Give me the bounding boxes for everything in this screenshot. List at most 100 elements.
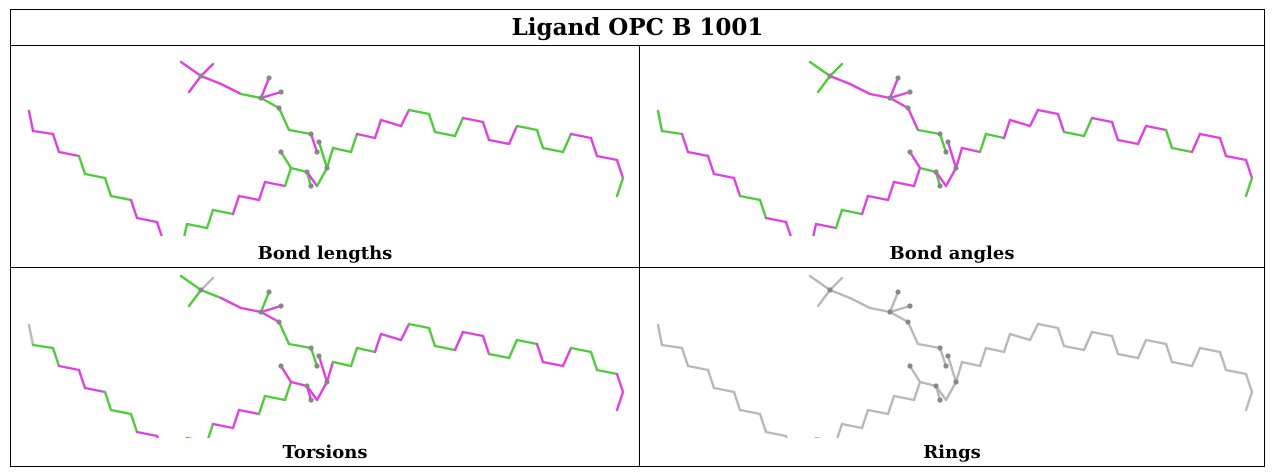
bond <box>1170 146 1194 154</box>
bond <box>595 368 619 376</box>
bond <box>219 82 243 96</box>
bond <box>888 290 900 314</box>
atom <box>937 397 943 403</box>
atom <box>278 303 284 309</box>
ligand-validation-table: Ligand OPC B 1001 Bond lengths Bond angl… <box>10 9 1265 467</box>
bond <box>51 346 61 368</box>
bond <box>1116 352 1140 360</box>
bond <box>828 276 844 292</box>
bond <box>27 109 35 133</box>
bond <box>83 386 107 394</box>
bond-lengths-structure-image <box>27 60 625 236</box>
bond <box>1244 372 1254 394</box>
bond <box>427 326 437 348</box>
bond <box>461 116 485 124</box>
bond <box>1218 136 1228 158</box>
atom <box>895 75 901 81</box>
bond <box>816 288 832 308</box>
bond <box>487 352 511 360</box>
bond <box>934 170 948 188</box>
bond <box>848 296 872 310</box>
atom <box>827 287 833 293</box>
bond <box>828 62 844 78</box>
bond <box>287 128 313 136</box>
atom <box>276 105 282 111</box>
bond <box>237 408 261 416</box>
bond <box>589 136 599 158</box>
bond <box>399 108 411 128</box>
bond <box>179 60 203 78</box>
bond <box>1062 130 1086 138</box>
bond <box>231 194 241 216</box>
atom <box>308 397 314 403</box>
bond <box>660 129 684 136</box>
bond <box>211 208 235 216</box>
bond <box>866 408 890 416</box>
bond <box>978 346 988 368</box>
bond <box>257 394 267 416</box>
bond <box>934 384 948 402</box>
bond <box>289 380 309 388</box>
bond <box>615 390 625 412</box>
row-divider <box>11 267 1264 268</box>
bond <box>944 380 958 402</box>
atom <box>887 309 893 315</box>
bond <box>199 62 215 78</box>
bond <box>1136 338 1148 360</box>
bond <box>1244 176 1254 198</box>
bond <box>1028 322 1040 342</box>
bond <box>259 90 283 100</box>
bond <box>1008 118 1032 128</box>
atom <box>324 379 330 385</box>
bond <box>27 323 35 347</box>
bond <box>135 216 159 224</box>
bond <box>1110 120 1120 142</box>
bond <box>399 322 411 342</box>
bond <box>57 364 81 372</box>
bond <box>481 334 491 356</box>
bond <box>331 146 353 154</box>
bond <box>1190 132 1202 154</box>
bond <box>129 198 139 220</box>
atom <box>937 345 943 351</box>
bond <box>732 390 742 412</box>
bond <box>1002 118 1012 140</box>
bond <box>912 166 922 188</box>
bond <box>239 92 263 100</box>
bond <box>1198 132 1222 140</box>
atom <box>937 183 943 189</box>
bond <box>453 116 465 138</box>
bond <box>1218 350 1228 372</box>
bond <box>808 60 832 78</box>
bond <box>317 140 329 170</box>
bond <box>183 222 189 236</box>
bond <box>836 422 844 438</box>
bond <box>1036 108 1060 116</box>
bond <box>317 354 329 384</box>
bond <box>231 408 241 430</box>
bond <box>888 310 910 324</box>
atom <box>943 149 949 155</box>
bond <box>918 380 938 388</box>
bond <box>868 92 892 100</box>
atom <box>907 149 913 155</box>
bond <box>77 368 87 390</box>
bond <box>738 408 762 416</box>
bond <box>515 124 539 132</box>
bond <box>433 344 457 352</box>
panel-torsions: Torsions <box>11 268 639 467</box>
bond <box>1164 128 1174 150</box>
bond <box>840 422 864 430</box>
atom <box>308 345 314 351</box>
atom <box>304 383 310 389</box>
atom <box>308 183 314 189</box>
bond <box>916 342 942 350</box>
torsions-structure-image <box>27 274 625 438</box>
atom <box>316 139 322 145</box>
atom <box>907 363 913 369</box>
bond <box>453 330 465 352</box>
bond <box>349 346 359 368</box>
bond <box>938 132 948 154</box>
bond <box>507 124 519 146</box>
bond <box>109 194 133 202</box>
